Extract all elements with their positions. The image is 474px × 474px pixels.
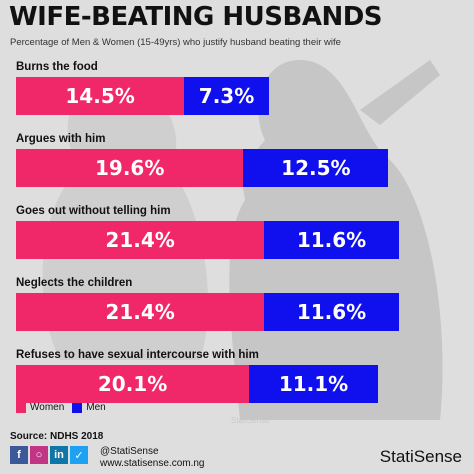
bar-value-women: 20.1% — [97, 372, 168, 396]
legend-label-men: Men — [86, 402, 106, 413]
bar-value-men: 11.1% — [278, 372, 349, 396]
bar-value-men: 11.6% — [296, 228, 367, 252]
bar-women: 21.4% — [16, 293, 265, 331]
bar-value-men: 11.6% — [296, 300, 367, 324]
instagram-icon[interactable]: ○ — [30, 446, 48, 464]
legend-swatch-women — [16, 402, 26, 413]
bar-women: 19.6% — [16, 149, 244, 187]
bar-value-women: 21.4% — [105, 228, 175, 252]
chart-subtitle: Percentage of Men & Women (15-49yrs) who… — [10, 37, 341, 48]
bar-men: 11.6% — [264, 221, 399, 259]
facebook-icon[interactable]: f — [10, 446, 28, 464]
legend-item-men: Men — [72, 402, 106, 413]
bar-men: 11.1% — [249, 365, 378, 403]
watermark: StatiSense — [231, 416, 270, 425]
twitter-icon[interactable]: ✓ — [70, 446, 88, 464]
bar-men: 11.6% — [264, 293, 399, 331]
social-icons: f ○ in ✓ — [10, 446, 90, 464]
bar-women: 14.5% — [16, 77, 185, 115]
category-label: Goes out without telling him — [16, 205, 171, 217]
chart-title: WIFE-BEATING HUSBANDS — [9, 2, 383, 32]
bar-value-women: 14.5% — [65, 84, 135, 108]
bar-value-women: 19.6% — [94, 156, 165, 180]
bar-women: 21.4% — [16, 221, 265, 259]
website-link[interactable]: www.statisense.com.ng — [100, 458, 205, 469]
source-note: Source: NDHS 2018 — [10, 431, 104, 442]
bar-men: 12.5% — [243, 149, 389, 187]
category-label: Argues with him — [16, 133, 106, 145]
legend-item-women: Women — [16, 402, 64, 413]
social-handle[interactable]: @StatiSense — [100, 446, 159, 457]
bar-value-men: 7.3% — [198, 84, 255, 108]
category-label: Burns the food — [16, 61, 98, 73]
linkedin-icon[interactable]: in — [50, 446, 68, 464]
bar-value-men: 12.5% — [281, 156, 351, 180]
legend-label-women: Women — [30, 402, 65, 413]
bar-men: 7.3% — [184, 77, 269, 115]
bar-women: 20.1% — [16, 365, 250, 403]
bar-value-women: 21.4% — [105, 300, 175, 324]
legend-swatch-men — [72, 402, 83, 413]
legend: Women Men — [16, 402, 114, 413]
brand-logo: StatiSense — [379, 447, 462, 466]
category-label: Neglects the children — [16, 277, 133, 289]
category-label: Refuses to have sexual intercourse with … — [16, 349, 259, 361]
